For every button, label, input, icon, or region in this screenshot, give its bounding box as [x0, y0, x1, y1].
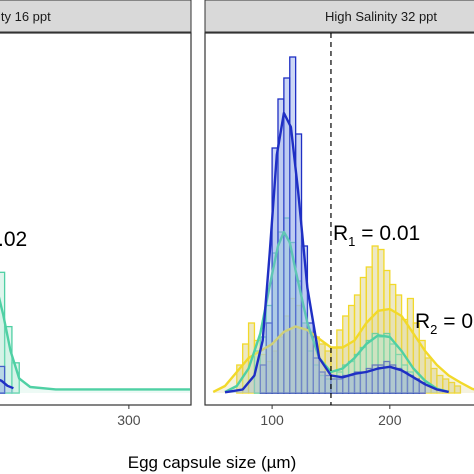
density-line-blue	[0, 378, 14, 390]
density-area-blue	[225, 113, 449, 393]
r1-main: R	[333, 222, 348, 245]
r2-value: = 0	[437, 310, 473, 333]
series-blue	[0, 365, 6, 394]
left-x-ticks: 300	[117, 405, 141, 428]
r1-value: = 0.01	[355, 222, 420, 245]
density-area-yellow	[213, 309, 474, 393]
bar-teal-2	[3, 325, 13, 394]
clipped-plot	[212, 56, 474, 394]
right-strip	[204, 0, 474, 33]
r1-sub: 1	[348, 234, 355, 249]
x-tick-label-100: 100	[260, 412, 284, 428]
x-axis-label: Egg capsule size (µm)	[128, 453, 297, 472]
x-tick-label-200: 200	[378, 412, 402, 428]
r2-main: R	[415, 310, 430, 333]
density-area-teal	[225, 232, 449, 393]
clipped-plot	[0, 271, 190, 394]
left-panel: ity 16 ppt .02 300	[0, 0, 192, 428]
left-plot-area	[0, 271, 190, 394]
right-strip-label: High Salinity 32 ppt	[325, 9, 437, 24]
density-line-yellow	[212, 307, 474, 393]
density-line-blue	[224, 111, 449, 394]
bar-blue-1	[0, 365, 6, 394]
right-panel-frame	[204, 32, 474, 406]
density-area-teal	[0, 301, 190, 393]
left-strip	[0, 0, 192, 33]
right-x-ticks: 100 200	[260, 405, 402, 428]
r2-annotation: R2 = 0	[415, 310, 473, 337]
right-plot-area	[212, 56, 474, 394]
series-blue	[259, 56, 426, 394]
bar-yellow-37	[453, 385, 462, 394]
left-panel-frame	[0, 32, 192, 406]
left-strip-label: ity 16 ppt	[0, 9, 51, 24]
density-line-teal	[0, 296, 190, 391]
x-tick-label-300: 300	[117, 412, 141, 428]
r1-annotation: R1 = 0.01	[333, 222, 420, 249]
left-annotation: .02	[0, 228, 27, 251]
r2-sub: 2	[430, 322, 437, 337]
